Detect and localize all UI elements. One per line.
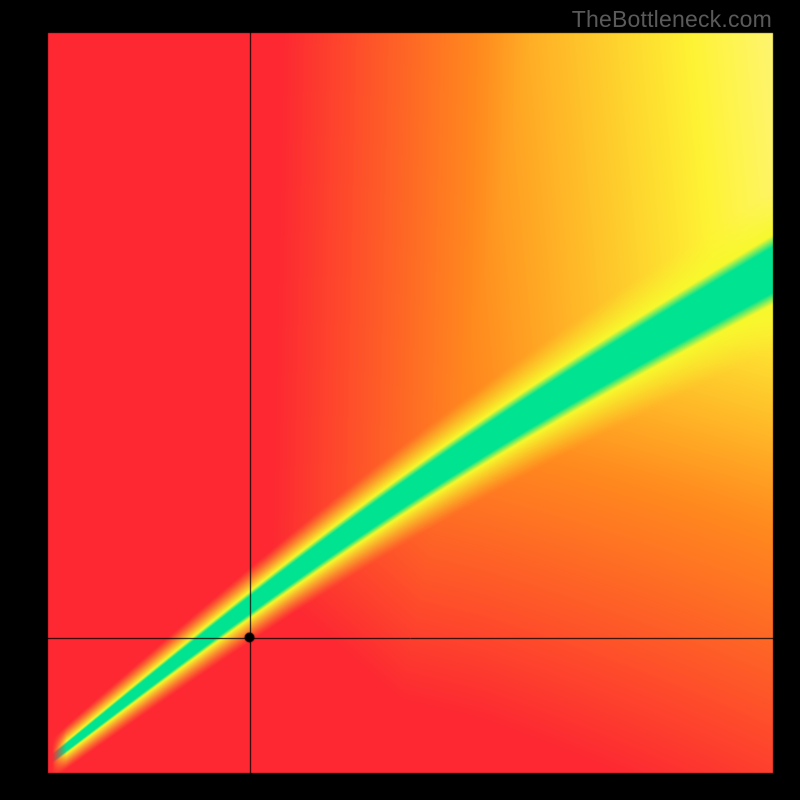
- heatmap-canvas: [0, 0, 800, 800]
- chart-container: TheBottleneck.com: [0, 0, 800, 800]
- watermark-text: TheBottleneck.com: [572, 6, 772, 33]
